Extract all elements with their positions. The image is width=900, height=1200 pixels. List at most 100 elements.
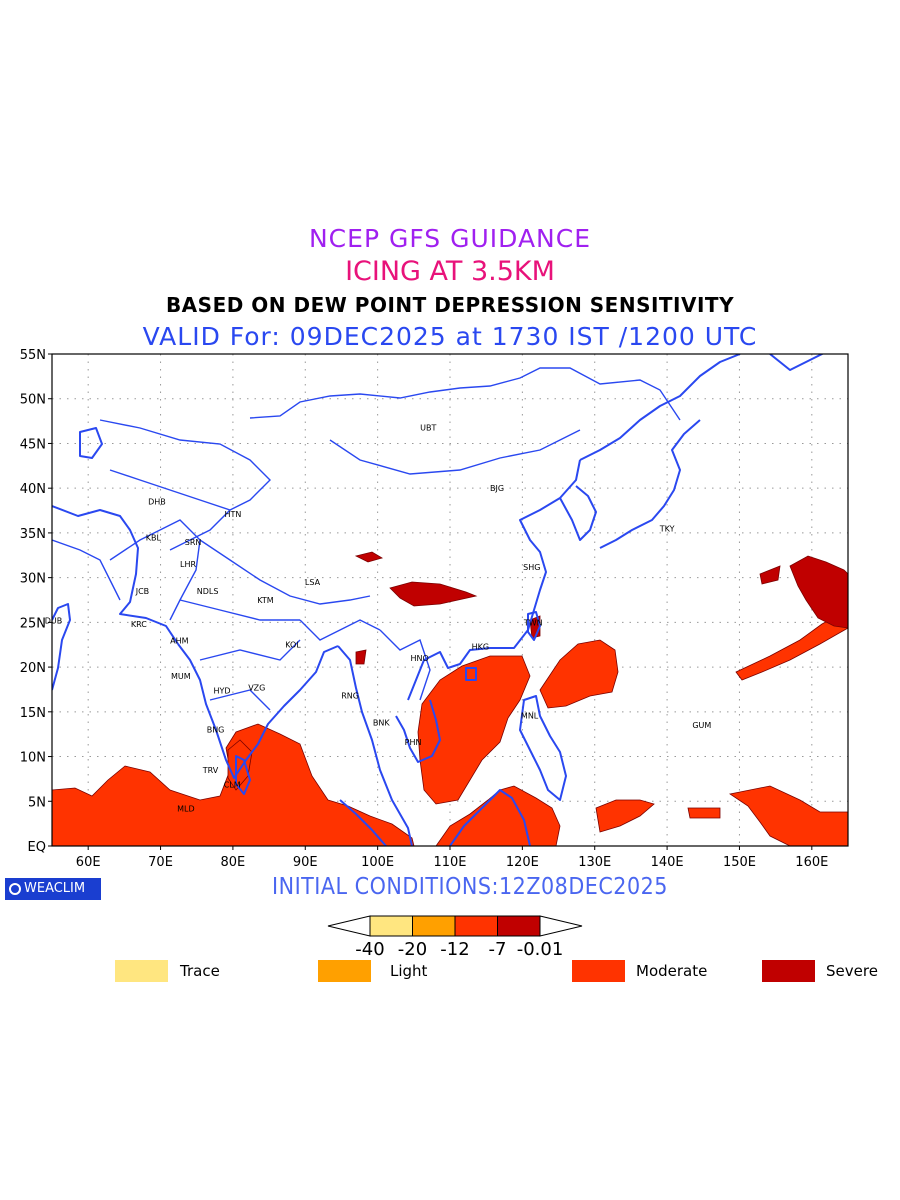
lon-label: 90E: [293, 855, 318, 870]
station-bng: BNG: [207, 726, 225, 735]
lon-label: 150E: [723, 855, 756, 870]
axis-labels: 55N 50N 45N 40N 35N 30N 25N 20N 15N 10N 5N EQ 60E 70E…: [20, 348, 829, 870]
station-labels: UBT BJG TKY DHB HTN KBL SRN LHR JCB NDLS KTM LSA SHG…: [45, 423, 712, 813]
colorbar-left-arrow: [327, 915, 371, 937]
legend-label-trace: Trace: [180, 962, 220, 980]
initial-conditions: INITIAL CONDITIONS:12Z08DEC2025: [272, 874, 668, 900]
moderate-area-philippine-sea: [539, 639, 619, 709]
coast-taiwan: [527, 611, 541, 641]
border-tibet-himalaya: [199, 539, 371, 605]
lon-label: 80E: [221, 855, 246, 870]
severe-area-myanmar: [355, 649, 367, 665]
coast-arabia: [52, 603, 71, 691]
lat-label: 55N: [20, 348, 46, 363]
legend-swatch-light: [318, 960, 371, 982]
moderate-area-pacific-band: [735, 609, 848, 681]
station-ubt: UBT: [420, 423, 436, 432]
severe-area-pacific-small: [759, 565, 781, 585]
legend-label-light: Light: [390, 962, 428, 980]
lon-label: 140E: [651, 855, 684, 870]
lat-label: EQ: [28, 840, 46, 855]
lat-label: 45N: [20, 437, 46, 452]
lon-label: 160E: [795, 855, 828, 870]
border-bangladesh: [299, 619, 381, 641]
legend-swatch-severe: [762, 960, 815, 982]
coast-iran-pakistan: [52, 505, 179, 645]
logo-text: WEACLIM: [24, 881, 86, 896]
moderate-area-far-east-south: [728, 785, 848, 846]
station-rng: RNG: [341, 692, 359, 701]
station-twn: TWN: [523, 618, 543, 627]
legend-swatch-moderate: [572, 960, 625, 982]
station-dub: DUB: [45, 617, 63, 626]
station-lsa: LSA: [305, 578, 321, 587]
moderate-area-west-pacific-south: [595, 799, 655, 833]
border-afghanistan: [109, 519, 201, 561]
colorbar-segment: [454, 915, 498, 937]
lat-label: 15N: [20, 706, 46, 721]
colorbar-segment: [412, 915, 456, 937]
border-myanmar-laos: [379, 629, 431, 701]
station-phn: PHN: [405, 738, 422, 747]
legend-label-severe: Severe: [826, 962, 878, 980]
station-mnl: MNL: [521, 711, 539, 720]
colorbar-tick-label: -12: [440, 939, 469, 960]
station-hyd: HYD: [214, 686, 231, 695]
coast-thai-gulf: [395, 699, 441, 763]
coast-myanmar-thailand: [337, 645, 413, 846]
severe-area-tibet: [354, 551, 383, 563]
legend-swatch-trace: [115, 960, 168, 982]
coast-china-north: [579, 354, 741, 461]
coast-japan: [599, 419, 701, 549]
station-bnk: BNK: [373, 719, 390, 728]
coast-borneo: [449, 789, 531, 846]
border-iran: [52, 539, 121, 601]
station-hno: HNO: [410, 654, 428, 663]
border-pakistan-india: [169, 539, 201, 621]
lat-label: 30N: [20, 572, 46, 587]
station-mum: MUM: [171, 672, 191, 681]
station-hkg: HKG: [472, 643, 489, 652]
colorbar-tick-label: -0.01: [517, 939, 564, 960]
valid-time: VALID For: 09DEC2025 at 1730 IST /1200 U…: [142, 322, 758, 351]
border-russia-mongolia: [249, 367, 681, 421]
logo-ring-icon: [9, 883, 21, 895]
colorbar-tick-label: -20: [398, 939, 427, 960]
lat-label: 40N: [20, 482, 46, 497]
lon-label: 120E: [506, 855, 539, 870]
coastlines: [52, 354, 825, 846]
station-dhb: DHB: [148, 498, 166, 507]
severe-area-pacific-east: [789, 555, 848, 629]
lon-label: 130E: [578, 855, 611, 870]
station-mld: MLD: [177, 804, 195, 813]
legend-label-moderate: Moderate: [636, 962, 708, 980]
colorbar-tick-label: -40: [355, 939, 384, 960]
coast-hainan: [465, 667, 477, 681]
coast-caspian: [79, 427, 103, 459]
coast-philippines: [519, 695, 567, 801]
severe-area-china-south: [389, 581, 478, 607]
station-ahm: AHM: [170, 636, 188, 645]
coast-sumatra: [339, 799, 387, 846]
station-ktm: KTM: [257, 596, 274, 605]
station-clm: CLM: [224, 780, 241, 789]
lat-label: 5N: [28, 795, 46, 810]
colorbar-segment: [497, 915, 541, 937]
lon-label: 60E: [76, 855, 101, 870]
border-india-interior-1: [179, 599, 300, 621]
coast-indochina: [407, 459, 581, 701]
station-ndls: NDLS: [197, 587, 219, 596]
lat-label: 20N: [20, 661, 46, 676]
station-vzg: VZG: [248, 684, 265, 693]
station-srn: SRN: [185, 538, 202, 547]
title-line-3: BASED ON DEW POINT DEPRESSION SENSITIVIT…: [165, 293, 735, 317]
lon-label: 100E: [361, 855, 394, 870]
lon-label: 110E: [433, 855, 466, 870]
station-krc: KRC: [131, 620, 147, 629]
border-india-interior-3: [209, 689, 271, 711]
title-line-1: NCEP GFS GUIDANCE: [308, 224, 591, 253]
colorbar-segment: [369, 915, 413, 937]
coast-india: [177, 643, 339, 779]
moderate-area-south-china-sea: [417, 655, 531, 805]
